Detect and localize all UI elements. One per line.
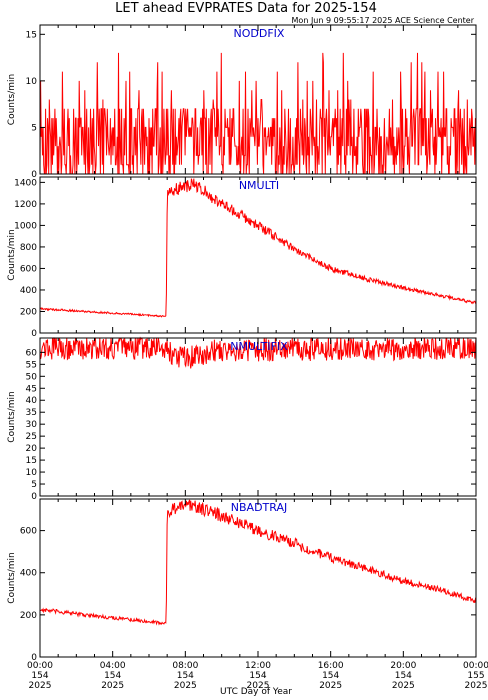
x-axis-label: UTC Day of Year [220,687,292,697]
panel-nmultifix: 0 5 10 15 20 25 30 35 40 45 50 55 60 Counts/min NMULTI… [7,336,477,502]
y-tick-label: 10 [26,77,38,87]
y-tick-label: 35 [26,408,37,418]
y-tick-label: 600 [20,527,37,537]
y-tick-label: 0 [31,170,37,180]
x-tick-label: 154 [104,671,121,681]
y-tick-label: 400 [20,569,37,579]
y-tick-label: 40 [26,396,38,406]
y-tick-label: 30 [26,420,38,430]
y-axis-label: Counts/min [7,74,17,125]
x-tick-label: 2025 [319,681,342,691]
panel-label: NMULTIFIX [230,340,288,353]
y-tick-label: 0 [31,492,37,502]
y-tick-label: 800 [20,243,37,253]
chart-subtitle: Mon Jun 9 09:55:17 2025 ACE Science Cent… [292,16,475,25]
y-tick-label: 5 [31,480,37,490]
x-tick-label: 2025 [247,681,270,691]
x-tick-label: 20:00 [390,661,416,671]
panel-label: NMULTI [239,179,279,192]
y-tick-label: 55 [26,360,37,370]
y-tick-label: 600 [20,264,37,274]
y-tick-label: 5 [31,123,37,133]
y-tick-label: 50 [26,372,38,382]
x-tick-label: 00:00 [463,661,488,671]
panel-nbadtraj: 0 200 400 600 Counts/min NBADTRAJ [7,498,477,663]
y-tick-label: 15 [26,30,37,40]
x-tick-label: 2025 [465,681,488,691]
y-tick-label: 200 [20,611,37,621]
x-tick-label: 16:00 [318,661,344,671]
panel-frame [39,337,477,497]
panel-frame [39,498,477,658]
panels: 051015Counts/minNODDFIX02004006008001000… [7,24,477,663]
x-tick-label: 154 [249,671,266,681]
x-tick-label: 154 [177,671,194,681]
panel-label: NBADTRAJ [231,501,287,514]
x-tick-label: 2025 [392,681,415,691]
x-tick-label: 154 [31,671,48,681]
y-tick-label: 0 [31,653,37,663]
y-tick-label: 400 [20,286,37,296]
y-tick-label: 20 [26,444,38,454]
x-tick-label: 2025 [29,681,52,691]
x-tick-label: 08:00 [172,661,198,671]
y-tick-label: 10 [26,468,38,478]
x-tick-label: 154 [395,671,412,681]
y-axis-label: Counts/min [7,552,17,603]
y-axis-label: Counts/min [7,391,17,442]
x-tick-label: 2025 [174,681,197,691]
panel-frame [39,176,477,334]
series-line [39,178,477,318]
y-axis-label: Counts/min [7,229,17,280]
panel-nmulti: 0 200 400 600 800 1000 1200 1400 Counts/min NMULT… [7,176,477,339]
y-tick-label: 200 [20,307,37,317]
y-tick-label: 1200 [14,200,37,210]
x-tick-label: 00:00 [27,661,53,671]
panel-noddfix: 0 5 10 15 Counts/min NODDFIX [7,24,477,180]
y-tick-label: 25 [26,432,37,442]
series-line [39,52,477,175]
panel-label: NODDFIX [234,27,285,40]
x-tick-label: 2025 [101,681,124,691]
x-tick-label: 04:00 [100,661,126,671]
series-line [39,499,477,626]
y-tick-label: 0 [31,329,37,339]
chart-title: LET ahead EVPRATES Data for 2025-154 [115,1,377,16]
y-tick-label: 60 [26,348,38,358]
y-tick-label: 45 [26,384,37,394]
y-tick-label: 1000 [14,221,37,231]
x-tick-label: 154 [322,671,339,681]
x-tick-label: 12:00 [245,661,271,671]
x-tick-label: 155 [467,671,484,681]
x-axis: 00:00154202504:00154202508:00154202512:0… [27,25,488,691]
y-tick-label: 1400 [14,178,37,188]
y-tick-label: 15 [26,456,37,466]
